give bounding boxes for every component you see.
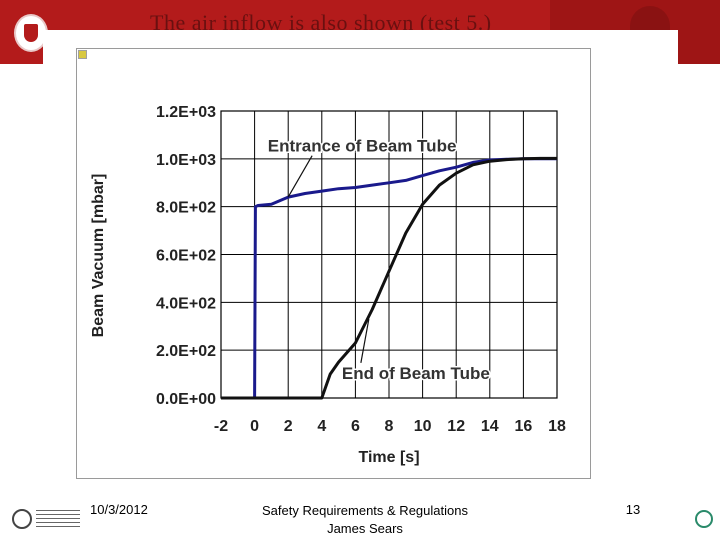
x-tick-label: 14 [481, 418, 499, 435]
y-tick-label: 0.0E+00 [156, 391, 216, 408]
x-tick-label: 12 [447, 418, 465, 435]
x-tick-label: 0 [250, 418, 259, 435]
x-tick-label: 4 [317, 418, 326, 435]
y-axis-label: Beam Vacuum [mbar] [90, 174, 107, 338]
x-tick-label: 2 [284, 418, 293, 435]
y-tick-label: 2.0E+02 [156, 343, 216, 360]
footer-title-line2: James Sears [327, 521, 403, 536]
corner-marker-icon [78, 50, 87, 59]
x-tick-label: 10 [414, 418, 432, 435]
chart-frame [76, 48, 591, 479]
entrance-of-beam-tube-annotation-leader [287, 155, 313, 198]
footer-seal-icon [695, 510, 713, 528]
footer-university-logo-icon [12, 509, 32, 529]
university-seal-icon [14, 14, 48, 52]
x-tick-label: -2 [214, 418, 228, 435]
y-tick-label: 6.0E+02 [156, 248, 216, 265]
plot-area-border [220, 110, 558, 399]
x-tick-label: 8 [385, 418, 394, 435]
x-tick-label: 16 [515, 418, 533, 435]
end-of-beam-tube-annotation: End of Beam Tube [342, 364, 490, 383]
end-of-beam-tube-line [221, 156, 557, 400]
x-tick-label: 6 [351, 418, 360, 435]
y-tick-label: 1.2E+03 [156, 104, 216, 121]
page-number: 13 [625, 502, 641, 517]
x-tick-label: 18 [548, 418, 566, 435]
footer-title-line1: Safety Requirements & Regulations [262, 503, 468, 518]
y-tick-label: 4.0E+02 [156, 295, 216, 312]
entrance-of-beam-tube-annotation: Entrance of Beam Tube [268, 137, 457, 156]
y-tick-label: 8.0E+02 [156, 200, 216, 217]
end-of-beam-tube-annotation-leader [360, 318, 370, 363]
footer-title: Safety Requirements & Regulations James … [220, 502, 510, 538]
y-tick-label: 1.0E+03 [156, 152, 216, 169]
x-axis-label: Time [s] [358, 449, 419, 466]
footer-date: 10/3/2012 [90, 502, 148, 517]
footer-logo-wordmark [36, 510, 80, 528]
